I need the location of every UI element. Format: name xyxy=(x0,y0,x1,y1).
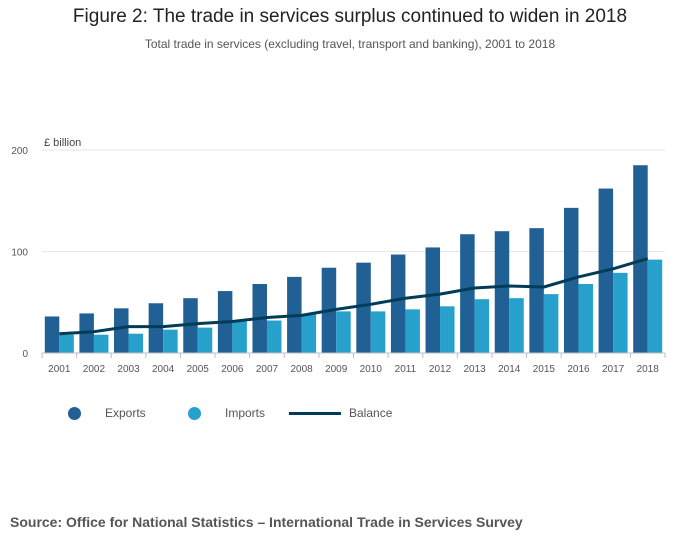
y-tick-label: 0 xyxy=(22,349,28,360)
x-axis-ticks: 2001 2002 2003 2004 2005 2006 2007 2008 2009 2010… xyxy=(41,353,666,375)
x-tick-label-2001: 2001 xyxy=(48,364,71,375)
y-axis-ticks: 0 100 200 xyxy=(11,146,28,360)
x-tick-label-2010: 2010 xyxy=(360,364,383,375)
y-tick-label: 200 xyxy=(11,146,28,157)
x-tick-label-2013: 2013 xyxy=(464,364,487,375)
bar-imports-2017 xyxy=(613,272,628,353)
x-tick-label-2005: 2005 xyxy=(187,364,210,375)
bar-exports-2010 xyxy=(356,262,371,353)
bar-exports-2012 xyxy=(425,247,441,353)
legend-imports-label: Imports xyxy=(225,406,266,420)
x-tick-label-2004: 2004 xyxy=(152,364,175,375)
bar-exports-2018 xyxy=(633,165,648,353)
x-tick-label-2002: 2002 xyxy=(83,364,106,375)
x-tick-label-2003: 2003 xyxy=(117,364,140,375)
bar-imports-2004 xyxy=(163,329,178,353)
x-tick-label-2007: 2007 xyxy=(256,364,279,375)
bar-imports-2015 xyxy=(543,294,559,353)
x-tick-label-2012: 2012 xyxy=(429,364,452,375)
bar-exports-2004 xyxy=(148,303,164,353)
bar-imports-2012 xyxy=(440,306,455,353)
x-tick-label-2017: 2017 xyxy=(602,364,625,375)
x-tick-label-2015: 2015 xyxy=(533,364,556,375)
bar-imports-2009 xyxy=(336,311,351,353)
legend-exports-marker xyxy=(68,406,81,420)
legend-exports-label: Exports xyxy=(105,406,146,420)
bar-imports-2002 xyxy=(93,334,109,353)
bar-imports-2010 xyxy=(370,311,386,353)
x-tick-label-2011: 2011 xyxy=(395,364,417,375)
bar-imports-2016 xyxy=(578,283,593,353)
x-tick-label-2016: 2016 xyxy=(567,364,590,375)
source-note: Source: Office for National Statistics –… xyxy=(10,514,523,530)
bar-imports-2001 xyxy=(59,334,74,353)
bar-imports-2003 xyxy=(128,333,144,353)
legend-balance[interactable]: Balance xyxy=(289,406,392,420)
bar-imports-2018 xyxy=(647,259,663,353)
bar-exports-2003 xyxy=(114,308,129,353)
legend-imports-marker xyxy=(188,406,201,420)
bar-exports-2001 xyxy=(44,316,60,353)
x-tick-label-2006: 2006 xyxy=(221,364,244,375)
legend-balance-label: Balance xyxy=(349,406,393,420)
legend-balance-marker xyxy=(289,411,341,415)
bar-imports-2005 xyxy=(197,327,213,353)
bar-exports-2014 xyxy=(494,231,510,353)
bar-exports-2015 xyxy=(529,228,544,353)
bar-exports-2011 xyxy=(390,254,406,353)
legend-exports[interactable]: Exports xyxy=(68,406,146,420)
chart-subtitle: Total trade in services (excluding trave… xyxy=(144,37,556,51)
bar-imports-2011 xyxy=(405,309,420,353)
x-tick-label-2008: 2008 xyxy=(290,364,313,375)
bar-imports-2006 xyxy=(232,321,247,353)
bar-imports-2014 xyxy=(509,298,524,353)
balance-line xyxy=(59,257,649,336)
x-tick-label-2009: 2009 xyxy=(325,364,348,375)
bar-imports-2013 xyxy=(474,299,490,353)
x-tick-label-2014: 2014 xyxy=(498,364,521,375)
bar-imports-2008 xyxy=(301,314,317,353)
y-axis-unit-label: £ billion xyxy=(44,137,81,149)
chart-title: Figure 2: The trade in services surplus … xyxy=(72,6,628,27)
legend-imports[interactable]: Imports xyxy=(188,406,265,420)
x-tick-label-2018: 2018 xyxy=(637,364,660,375)
bar-exports-2013 xyxy=(460,234,475,353)
y-tick-label: 100 xyxy=(11,248,28,259)
bars xyxy=(44,165,663,353)
bar-imports-2007 xyxy=(266,320,282,353)
grid-lines xyxy=(42,149,665,252)
